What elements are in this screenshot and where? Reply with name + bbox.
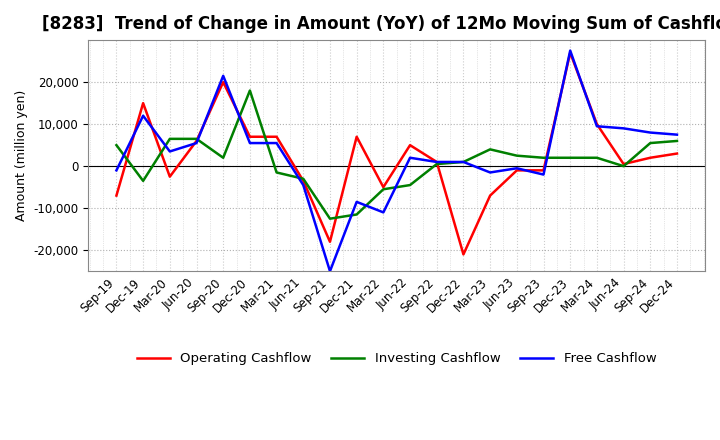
Investing Cashflow — [166, 136, 174, 142]
Operating Cashflow — [539, 168, 548, 173]
Free Cashflow — [619, 126, 628, 131]
Line: Investing Cashflow: Investing Cashflow — [117, 91, 677, 219]
Operating Cashflow — [646, 155, 654, 161]
Investing Cashflow — [539, 155, 548, 161]
Line: Operating Cashflow: Operating Cashflow — [117, 53, 677, 254]
Investing Cashflow — [593, 155, 601, 161]
Operating Cashflow — [486, 193, 495, 198]
Investing Cashflow — [112, 143, 121, 148]
Operating Cashflow — [619, 161, 628, 167]
Line: Free Cashflow: Free Cashflow — [117, 51, 677, 271]
Operating Cashflow — [246, 134, 254, 139]
Investing Cashflow — [672, 138, 681, 143]
Free Cashflow — [379, 210, 387, 215]
Free Cashflow — [139, 113, 148, 118]
Operating Cashflow — [672, 151, 681, 156]
Investing Cashflow — [325, 216, 334, 221]
Free Cashflow — [166, 149, 174, 154]
Operating Cashflow — [566, 50, 575, 55]
Investing Cashflow — [566, 155, 575, 161]
Free Cashflow — [539, 172, 548, 177]
Operating Cashflow — [112, 193, 121, 198]
Legend: Operating Cashflow, Investing Cashflow, Free Cashflow: Operating Cashflow, Investing Cashflow, … — [131, 347, 662, 370]
Investing Cashflow — [246, 88, 254, 93]
Operating Cashflow — [139, 100, 148, 106]
Investing Cashflow — [486, 147, 495, 152]
Title: [8283]  Trend of Change in Amount (YoY) of 12Mo Moving Sum of Cashflows: [8283] Trend of Change in Amount (YoY) o… — [42, 15, 720, 33]
Free Cashflow — [459, 159, 468, 165]
Free Cashflow — [646, 130, 654, 135]
Investing Cashflow — [433, 161, 441, 167]
Operating Cashflow — [593, 121, 601, 127]
Investing Cashflow — [352, 212, 361, 217]
Free Cashflow — [219, 73, 228, 78]
Investing Cashflow — [619, 164, 628, 169]
Free Cashflow — [352, 199, 361, 205]
Operating Cashflow — [459, 252, 468, 257]
Investing Cashflow — [219, 155, 228, 161]
Free Cashflow — [325, 268, 334, 274]
Investing Cashflow — [646, 140, 654, 146]
Investing Cashflow — [272, 170, 281, 175]
Investing Cashflow — [299, 176, 307, 181]
Free Cashflow — [192, 140, 201, 146]
Operating Cashflow — [166, 174, 174, 180]
Free Cashflow — [246, 140, 254, 146]
Operating Cashflow — [513, 168, 521, 173]
Free Cashflow — [112, 168, 121, 173]
Free Cashflow — [566, 48, 575, 53]
Investing Cashflow — [406, 183, 415, 188]
Free Cashflow — [486, 170, 495, 175]
Operating Cashflow — [272, 134, 281, 139]
Free Cashflow — [513, 165, 521, 171]
Free Cashflow — [272, 140, 281, 146]
Investing Cashflow — [459, 159, 468, 165]
Investing Cashflow — [139, 178, 148, 183]
Operating Cashflow — [299, 178, 307, 183]
Investing Cashflow — [513, 153, 521, 158]
Operating Cashflow — [192, 138, 201, 143]
Operating Cashflow — [325, 239, 334, 245]
Free Cashflow — [299, 183, 307, 188]
Operating Cashflow — [219, 80, 228, 85]
Investing Cashflow — [192, 136, 201, 142]
Operating Cashflow — [406, 143, 415, 148]
Free Cashflow — [672, 132, 681, 137]
Investing Cashflow — [379, 187, 387, 192]
Free Cashflow — [593, 124, 601, 129]
Free Cashflow — [406, 155, 415, 161]
Operating Cashflow — [433, 159, 441, 165]
Operating Cashflow — [379, 184, 387, 190]
Y-axis label: Amount (million yen): Amount (million yen) — [15, 90, 28, 221]
Operating Cashflow — [352, 134, 361, 139]
Free Cashflow — [433, 159, 441, 165]
